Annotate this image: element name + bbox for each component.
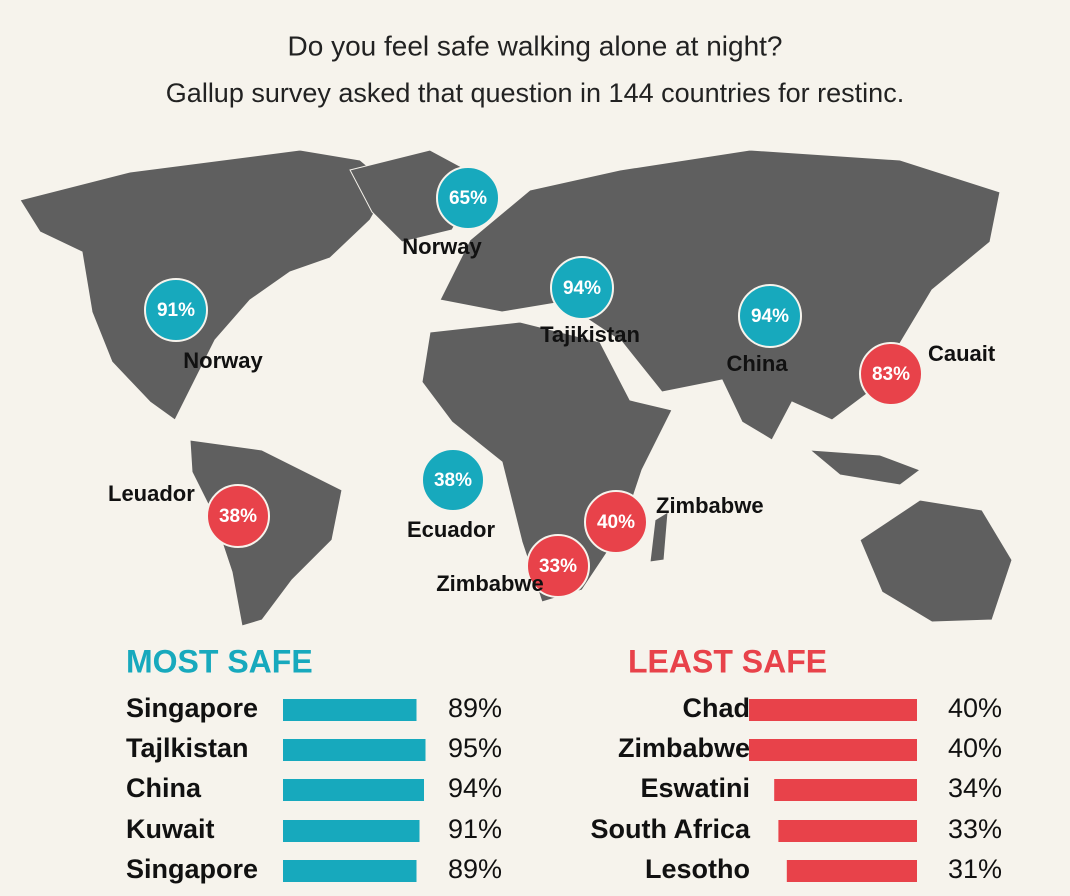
list-bar bbox=[283, 739, 426, 761]
marker-value: 94% bbox=[563, 278, 601, 299]
country-label: Norway bbox=[402, 234, 482, 259]
north-america bbox=[19, 149, 391, 421]
list-value: 34% bbox=[948, 773, 1002, 803]
marker-value: 40% bbox=[597, 512, 635, 533]
marker-circle bbox=[859, 342, 923, 406]
list-name: Eswatini bbox=[640, 773, 750, 803]
list-value: 94% bbox=[448, 773, 502, 803]
marker-value: 38% bbox=[434, 470, 472, 491]
list-bar bbox=[786, 860, 917, 882]
list-name: Chad bbox=[683, 693, 751, 723]
list-value: 91% bbox=[448, 814, 502, 844]
list-name: China bbox=[126, 773, 202, 803]
country-label: Ecuador bbox=[407, 517, 495, 542]
list-name: Kuwait bbox=[126, 814, 215, 844]
marker-circle bbox=[738, 284, 802, 348]
country-label: Tajikistan bbox=[540, 322, 640, 347]
marker-circle bbox=[436, 166, 500, 230]
marker-circle bbox=[550, 256, 614, 320]
marker-circle bbox=[526, 534, 590, 598]
marker-circle bbox=[584, 490, 648, 554]
country-label: Cauait bbox=[928, 341, 996, 366]
list-value: 89% bbox=[448, 693, 502, 723]
marker-value: 94% bbox=[751, 306, 789, 327]
lists: MOST SAFE Singapore 89% Tajlkistan 95% China 9… bbox=[126, 643, 1002, 884]
list-name: South Africa bbox=[590, 814, 750, 844]
list-name: Zimbabwe bbox=[618, 733, 750, 763]
list-heading: LEAST SAFE bbox=[628, 643, 827, 679]
marker-value: 33% bbox=[539, 556, 577, 577]
madagascar bbox=[649, 511, 669, 563]
marker-value: 65% bbox=[449, 188, 487, 209]
list-value: 40% bbox=[948, 733, 1002, 763]
list-name: Lesotho bbox=[645, 854, 750, 884]
list-bar bbox=[283, 779, 424, 801]
list-bar bbox=[778, 820, 917, 842]
list-value: 40% bbox=[948, 693, 1002, 723]
marker-value: 91% bbox=[157, 300, 195, 321]
marker-circle bbox=[206, 484, 270, 548]
subtitle: Gallup survey asked that question in 144… bbox=[166, 78, 904, 108]
marker-circle bbox=[144, 278, 208, 342]
country-label: China bbox=[726, 351, 788, 376]
list-value: 89% bbox=[448, 854, 502, 884]
list-bar bbox=[283, 820, 420, 842]
list-bar bbox=[283, 860, 417, 882]
list-bar bbox=[774, 779, 917, 801]
list-value: 33% bbox=[948, 814, 1002, 844]
list-bar bbox=[749, 739, 917, 761]
marker-circle bbox=[421, 448, 485, 512]
country-label: Zimbabwe bbox=[436, 571, 544, 596]
list-value: 31% bbox=[948, 854, 1002, 884]
list-name: Singapore bbox=[126, 854, 258, 884]
list-heading: MOST SAFE bbox=[126, 643, 313, 679]
australia bbox=[859, 499, 1013, 623]
marker-value: 38% bbox=[219, 506, 257, 527]
indonesia bbox=[808, 449, 922, 486]
country-label: Zimbabwe bbox=[656, 493, 764, 518]
list-name: Tajlkistan bbox=[126, 733, 249, 763]
list-name: Singapore bbox=[126, 693, 258, 723]
list-value: 95% bbox=[448, 733, 502, 763]
country-label: Norway bbox=[183, 348, 263, 373]
marker-value: 83% bbox=[872, 364, 910, 385]
list-bar bbox=[749, 699, 917, 721]
title: Do you feel safe walking alone at night? bbox=[288, 30, 783, 61]
markers: 65% Norway 91% Norway 94% Tajikistan 94% China 8… bbox=[108, 166, 996, 598]
list-bar bbox=[283, 699, 417, 721]
country-label: Leuador bbox=[108, 481, 195, 506]
